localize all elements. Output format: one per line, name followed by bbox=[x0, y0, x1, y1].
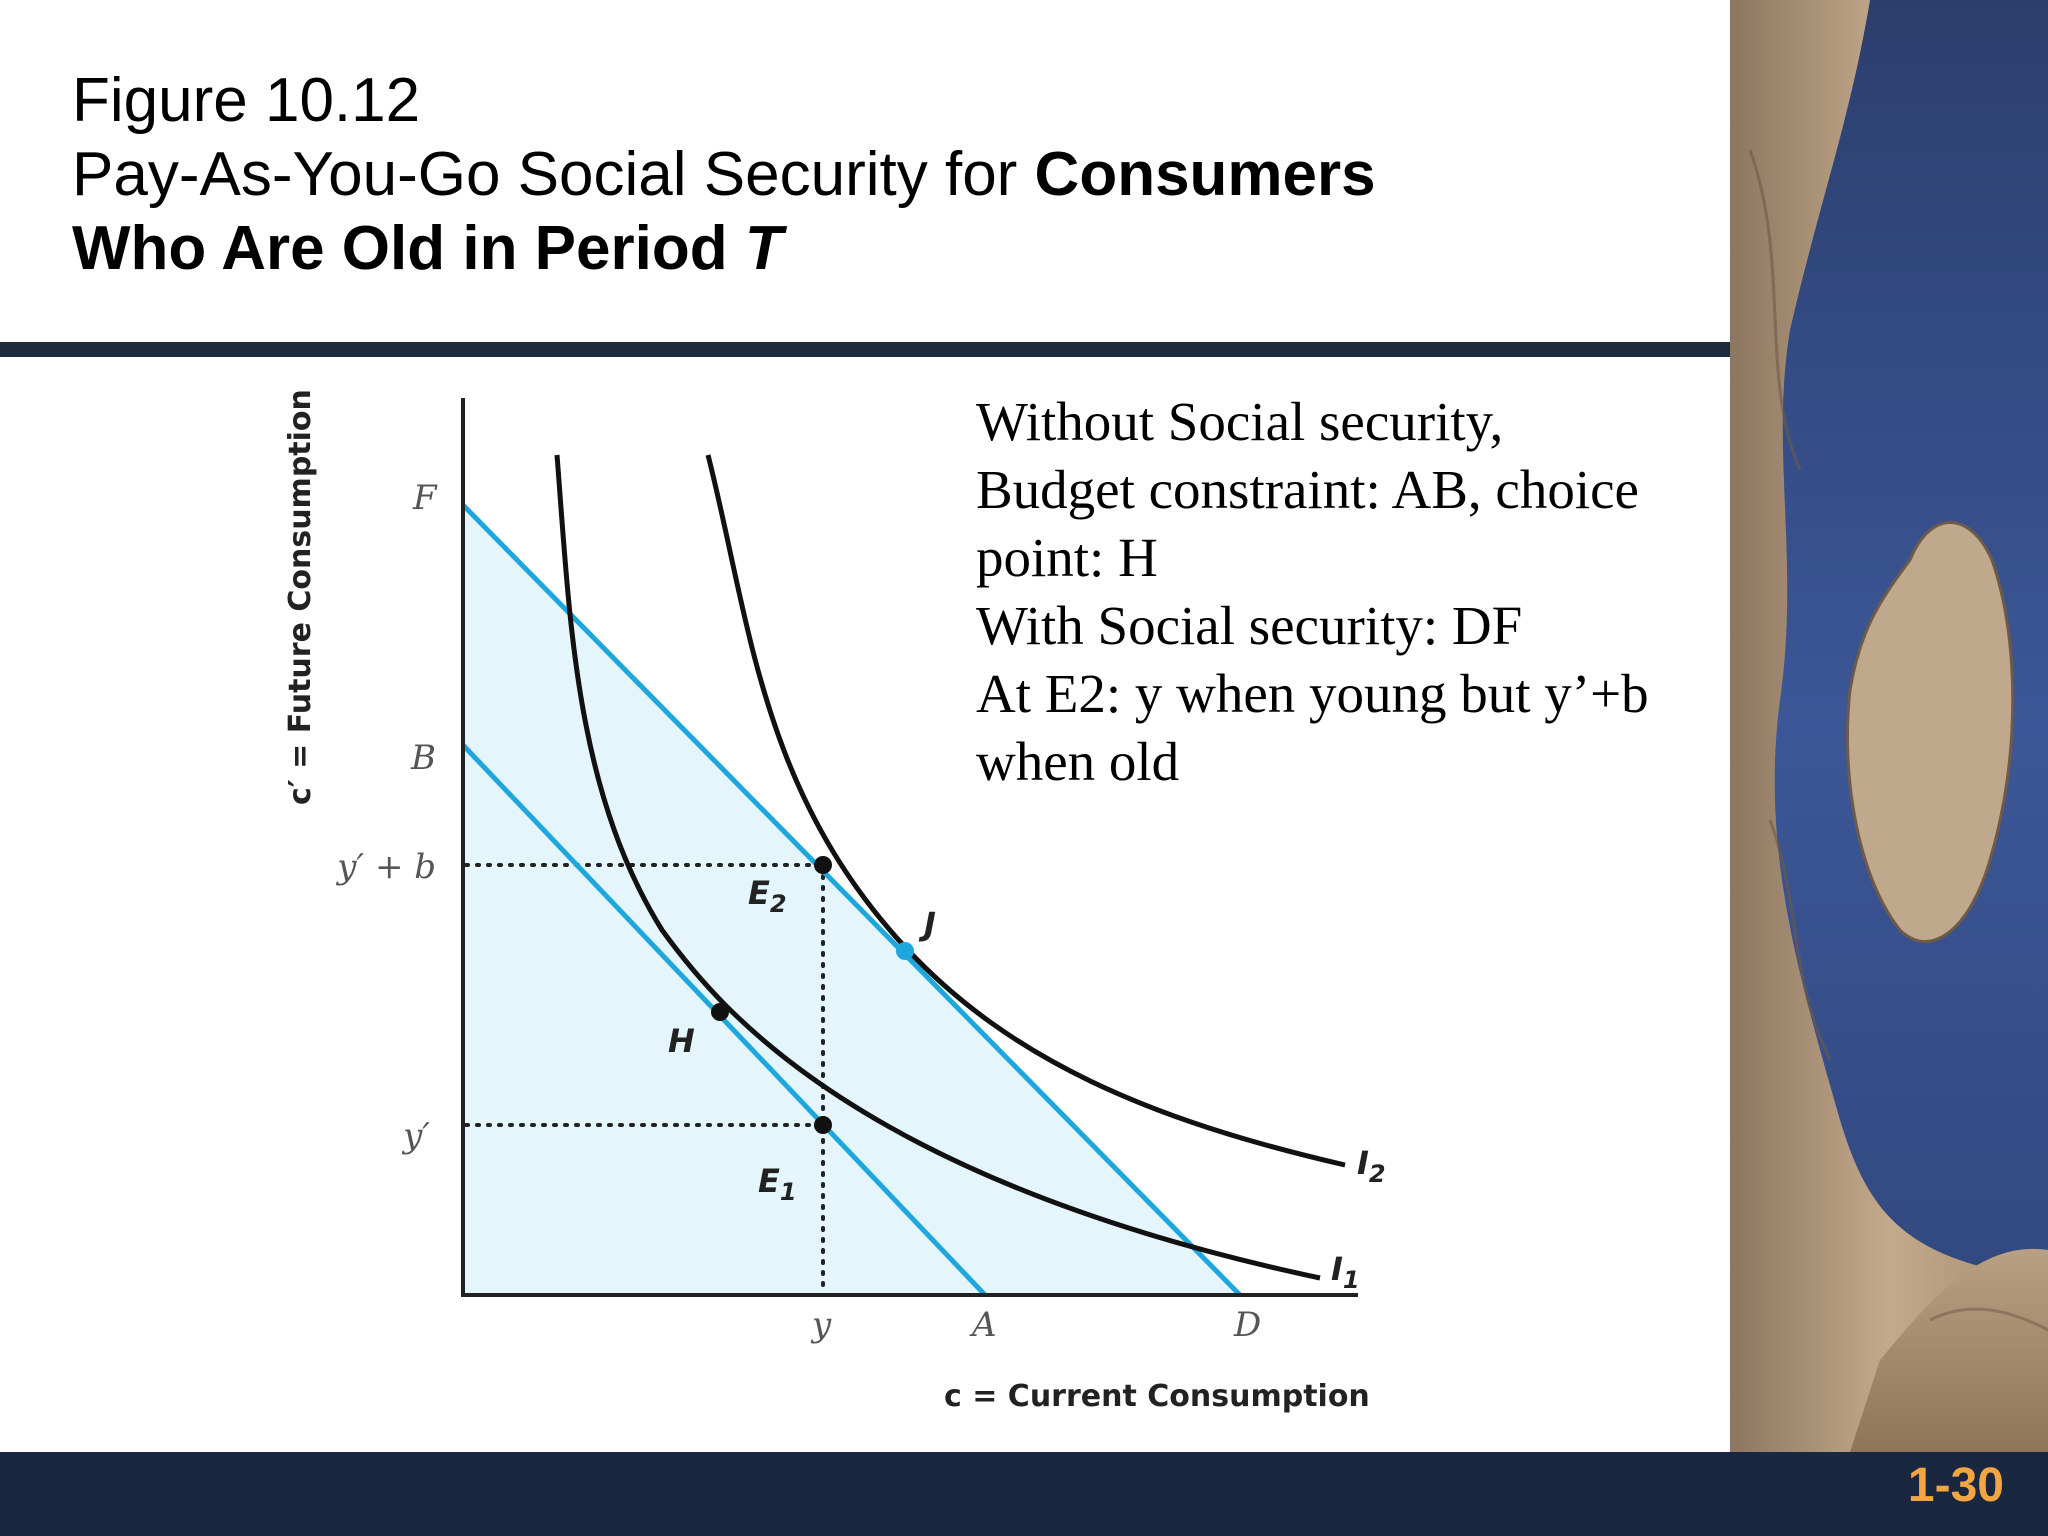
budget-line-DF bbox=[461, 503, 1242, 1297]
tick-A: A bbox=[969, 1305, 997, 1345]
note-line-2: Budget constraint: AB, choice bbox=[976, 459, 1639, 520]
label-H: H bbox=[668, 1022, 695, 1060]
note-line-4: With Social security: DF bbox=[976, 595, 1523, 656]
label-I1-sub: 1 bbox=[1343, 1266, 1360, 1294]
label-J: J bbox=[918, 905, 936, 943]
label-I2-main: I bbox=[1357, 1144, 1369, 1182]
footer-bar bbox=[0, 1452, 2048, 1536]
tick-D: D bbox=[1233, 1305, 1261, 1345]
label-I2: I2 bbox=[1357, 1144, 1386, 1188]
tick-y: y bbox=[810, 1305, 832, 1345]
header-rule bbox=[0, 342, 1730, 357]
tick-B: B bbox=[410, 738, 436, 778]
rock-water-photo bbox=[1730, 0, 2048, 1452]
label-I2-sub: 2 bbox=[1369, 1160, 1386, 1188]
label-E1-sub: 1 bbox=[780, 1178, 797, 1206]
slide-number: 1-30 bbox=[1907, 1459, 2004, 1512]
tick-y-prime: y′ bbox=[401, 1116, 430, 1156]
label-E1: E1 bbox=[758, 1162, 797, 1206]
title-line-3-bold: Who Are Old in Period bbox=[72, 214, 745, 283]
label-E2-main: E bbox=[748, 874, 770, 912]
indifference-curve-I1 bbox=[554, 454, 1321, 1281]
label-I1-main: I bbox=[1331, 1250, 1343, 1288]
y-axis-title: c′ = Future Consumption bbox=[283, 389, 318, 805]
tick-y-prime-plus-b: y′ + b bbox=[335, 847, 436, 887]
tick-F: F bbox=[412, 478, 438, 518]
point-E1 bbox=[814, 1116, 832, 1134]
title-line-3: Who Are Old in Period T bbox=[72, 212, 1712, 286]
consumption-diagram: F B y′ + b y′ y A D E2 J H E1 I2 I1 c′ =… bbox=[283, 389, 1386, 1414]
slide-title: Figure 10.12 Pay-As-You-Go Social Securi… bbox=[72, 64, 1712, 286]
explanation-note: Without Social security, Budget constrai… bbox=[976, 388, 1696, 796]
x-axis-title: c = Current Consumption bbox=[944, 1379, 1370, 1414]
title-line-2-plain: Pay-As-You-Go Social Security for bbox=[72, 140, 1035, 209]
note-line-3: point: H bbox=[976, 527, 1158, 588]
note-line-1: Without Social security, bbox=[976, 391, 1504, 452]
title-line-3-italic: T bbox=[744, 214, 783, 283]
title-line-2-bold: Consumers bbox=[1034, 140, 1376, 209]
title-line-1: Figure 10.12 bbox=[72, 66, 421, 135]
note-line-6: when old bbox=[976, 731, 1180, 792]
title-line-2: Pay-As-You-Go Social Security for Consum… bbox=[72, 138, 1712, 212]
label-E1-main: E bbox=[758, 1162, 780, 1200]
point-J bbox=[896, 942, 914, 960]
label-E2: E2 bbox=[748, 874, 787, 918]
label-E2-sub: 2 bbox=[770, 890, 787, 918]
point-H bbox=[711, 1003, 729, 1021]
note-line-5: At E2: y when young but y’+b bbox=[976, 663, 1649, 724]
point-E2 bbox=[814, 856, 832, 874]
label-I1: I1 bbox=[1331, 1250, 1360, 1294]
